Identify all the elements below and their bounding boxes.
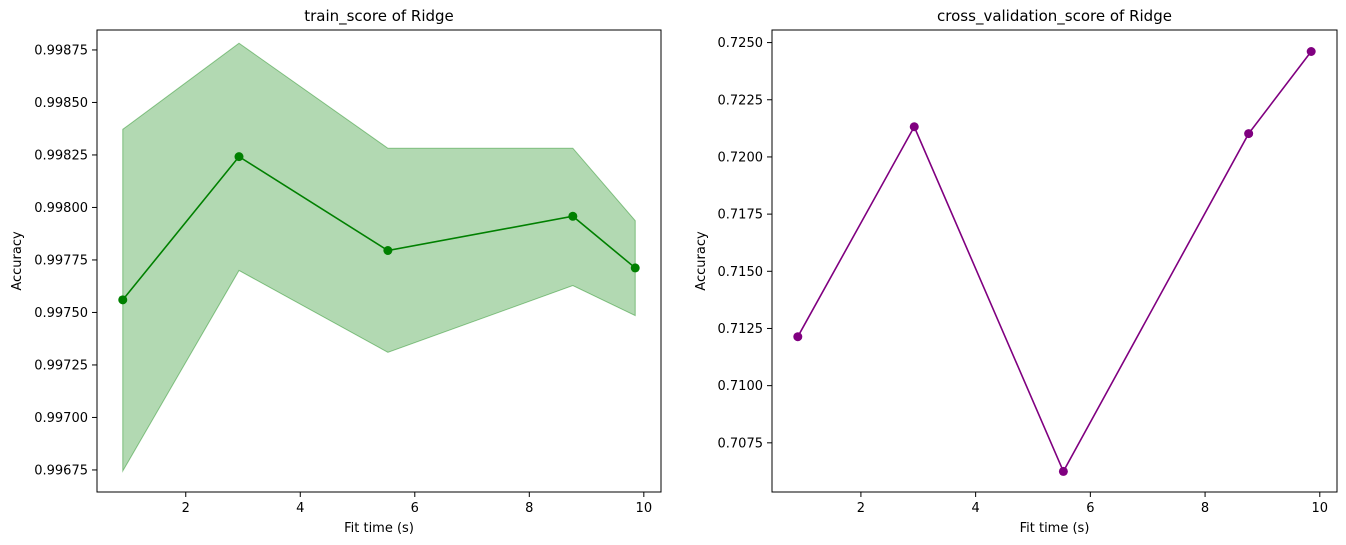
data-point [1306, 47, 1316, 56]
y-tick-label: 0.99775 [34, 253, 88, 268]
data-point [1058, 466, 1068, 476]
y-axis-label: Accuracy [694, 231, 709, 291]
data-point [793, 332, 803, 342]
y-tick-label: 0.99850 [34, 96, 88, 111]
x-tick-label: 4 [971, 501, 979, 516]
y-tick-label: 0.99675 [34, 463, 88, 478]
y-tick-label: 0.99725 [34, 358, 88, 373]
y-axis-label: Accuracy [10, 231, 25, 291]
y-ticks: 0.99675 0.99700 0.99725 0.99750 0.99775 0.998… [34, 43, 97, 478]
y-tick-label: 0.7225 [718, 93, 764, 108]
data-point [909, 122, 919, 132]
data-point [1244, 129, 1254, 139]
y-tick-label: 0.99825 [34, 148, 88, 163]
y-tick-label: 0.99750 [34, 306, 88, 321]
data-point [630, 263, 640, 273]
series-points-layer [118, 152, 640, 305]
data-point [383, 246, 393, 255]
x-tick-label: 10 [636, 501, 653, 516]
y-tick-label: 0.99875 [34, 43, 88, 58]
series-points-layer [793, 47, 1316, 476]
data-point [568, 211, 578, 221]
x-tick-label: 2 [182, 501, 190, 516]
y-tick-label: 0.7075 [718, 436, 764, 451]
x-ticks: 2 4 6 8 10 [182, 492, 652, 516]
x-tick-label: 8 [1201, 501, 1209, 516]
y-tick-label: 0.7200 [718, 150, 764, 165]
chart-train-score: 2 4 6 8 10 0.99675 0.99700 0.99725 0.99750 0.997… [10, 7, 662, 536]
x-tick-label: 4 [296, 501, 304, 516]
chart-title: cross_validation_score of Ridge [937, 7, 1172, 26]
confidence-band [122, 42, 636, 473]
axes-frame [771, 29, 1338, 493]
axes-frame [96, 29, 662, 493]
x-tick-label: 10 [1312, 501, 1329, 516]
y-tick-label: 0.7125 [718, 322, 764, 337]
chart-cross-validation-score: 2 4 6 8 10 0.70750.71000.71250.71500.71750.7… [694, 7, 1338, 536]
data-point [118, 295, 128, 305]
y-tick-label: 0.99700 [34, 411, 88, 426]
x-tick-label: 2 [857, 501, 865, 516]
y-tick-label: 0.7150 [718, 265, 764, 280]
data-point [234, 152, 244, 162]
x-tick-label: 6 [1086, 501, 1094, 516]
y-ticks: 0.7075 0.7100 0.7125 0.7150 0.7175 0.7200 0.72… [718, 36, 772, 451]
x-tick-label: 6 [411, 501, 419, 516]
x-axis-label: Fit time (s) [1020, 521, 1090, 536]
x-tick-label: 8 [525, 501, 533, 516]
y-tick-label: 0.7250 [718, 36, 764, 51]
y-tick-label: 0.7175 [718, 208, 764, 223]
chart-title: train_score of Ridge [304, 7, 454, 26]
y-tick-label: 0.99800 [34, 201, 88, 216]
y-tick-label: 0.7100 [718, 379, 764, 394]
confidence-band-layer [122, 42, 636, 473]
x-ticks: 2 4 6 8 10 [857, 492, 1328, 516]
x-axis-label: Fit time (s) [344, 521, 414, 536]
